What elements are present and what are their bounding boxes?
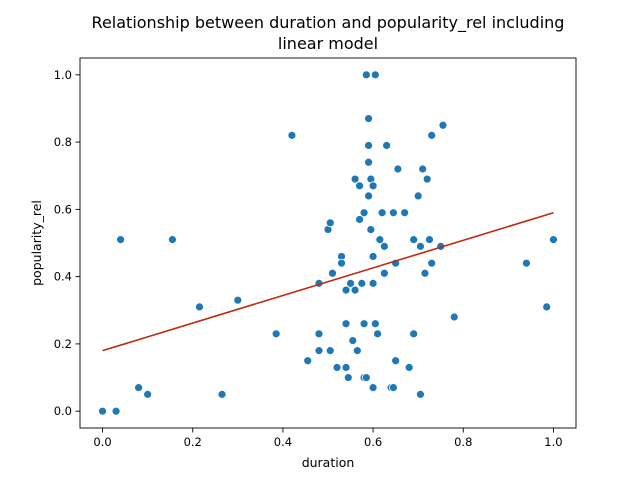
data-point-31 <box>355 181 364 191</box>
data-point-60 <box>391 356 401 366</box>
data-point-6 <box>195 302 204 312</box>
y-axis-label: popularity_rel <box>29 200 44 286</box>
data-point-38 <box>361 373 371 382</box>
data-point-14 <box>314 346 324 356</box>
data-point-70 <box>418 164 428 174</box>
data-point-25 <box>343 373 353 382</box>
data-point-78 <box>449 312 459 322</box>
data-point-43 <box>366 225 376 234</box>
data-point-69 <box>416 389 425 399</box>
data-point-9 <box>271 329 281 339</box>
data-point-23 <box>341 319 351 329</box>
plot-frame <box>79 57 577 429</box>
data-point-27 <box>348 336 358 345</box>
data-point-41 <box>364 141 373 150</box>
data-point-62 <box>393 164 403 174</box>
data-point-58 <box>388 208 398 218</box>
data-point-56 <box>382 141 392 150</box>
y-tick-label-0: 0.0 <box>54 404 72 418</box>
data-point-40 <box>364 191 373 201</box>
data-point-29 <box>350 285 360 295</box>
chart-title-line-2: linear model <box>278 34 378 53</box>
x-tick-label-2: 0.4 <box>274 435 292 449</box>
x-tick-label-1: 0.2 <box>184 435 202 449</box>
data-point-1 <box>111 406 121 416</box>
data-point-46 <box>368 383 378 393</box>
x-axis-label: duration <box>302 455 355 470</box>
data-point-0 <box>98 406 107 416</box>
data-point-45 <box>368 278 378 288</box>
data-point-18 <box>328 268 337 278</box>
data-point-7 <box>217 389 227 399</box>
y-tick-label-4: 0.8 <box>54 135 72 149</box>
y-tick-label-1: 0.2 <box>54 337 72 351</box>
data-point-74 <box>427 130 437 140</box>
data-point-5 <box>168 235 177 245</box>
data-point-34 <box>359 208 369 218</box>
data-point-54 <box>379 268 389 278</box>
data-point-51 <box>373 329 383 339</box>
data-point-73 <box>425 235 434 245</box>
data-point-11 <box>303 356 313 366</box>
data-point-42 <box>364 114 373 123</box>
data-point-81 <box>549 235 558 245</box>
y-axis-ticks: 0.0 0.2 0.4 0.6 0.8 1.0 <box>54 68 80 418</box>
data-point-77 <box>438 120 448 130</box>
data-point-35 <box>359 319 369 329</box>
x-tick-label-3: 0.6 <box>364 435 382 449</box>
data-point-63 <box>400 208 410 218</box>
data-point-49 <box>368 181 378 191</box>
x-tick-label-4: 0.8 <box>454 435 472 449</box>
regression-line-layer <box>102 211 554 352</box>
data-point-72 <box>422 174 432 184</box>
data-point-4 <box>143 389 153 399</box>
data-point-24 <box>341 363 351 372</box>
data-point-65 <box>409 329 419 339</box>
y-tick-label-5: 1.0 <box>54 68 72 82</box>
data-point-39 <box>364 157 373 167</box>
data-points <box>98 70 558 416</box>
data-point-8 <box>233 295 243 305</box>
data-point-17 <box>325 346 335 356</box>
data-point-19 <box>332 363 342 372</box>
data-point-80 <box>542 302 552 312</box>
data-point-28 <box>350 174 360 184</box>
data-point-50 <box>370 70 380 80</box>
data-point-75 <box>427 258 437 268</box>
data-point-55 <box>379 241 389 251</box>
data-point-59 <box>388 383 398 393</box>
data-point-79 <box>522 258 531 268</box>
data-point-10 <box>287 130 297 140</box>
data-point-66 <box>409 235 419 245</box>
data-point-67 <box>413 191 423 201</box>
data-point-37 <box>361 70 371 80</box>
data-point-16 <box>325 218 335 228</box>
data-point-32 <box>355 215 364 224</box>
chart-title-line-1: Relationship between duration and popula… <box>92 13 565 33</box>
x-axis-ticks: 0.0 0.2 0.4 0.6 0.8 1.0 <box>93 428 563 449</box>
data-point-21 <box>337 258 346 268</box>
data-point-3 <box>134 383 144 393</box>
x-tick-label-5: 1.0 <box>544 435 562 449</box>
data-point-33 <box>357 278 367 288</box>
data-point-71 <box>420 268 430 278</box>
data-point-64 <box>404 363 414 372</box>
data-point-53 <box>377 208 387 218</box>
data-point-48 <box>370 319 380 329</box>
y-tick-label-3: 0.6 <box>54 202 72 216</box>
x-tick-label-0: 0.0 <box>93 435 111 449</box>
regression-line <box>102 211 554 352</box>
data-point-52 <box>375 235 385 245</box>
data-point-68 <box>416 241 425 251</box>
data-point-26 <box>346 278 355 288</box>
data-point-30 <box>352 346 362 356</box>
data-point-47 <box>368 252 378 261</box>
y-tick-label-2: 0.4 <box>54 270 72 284</box>
data-point-2 <box>116 235 125 245</box>
data-point-13 <box>314 329 324 339</box>
data-point-22 <box>341 285 351 295</box>
